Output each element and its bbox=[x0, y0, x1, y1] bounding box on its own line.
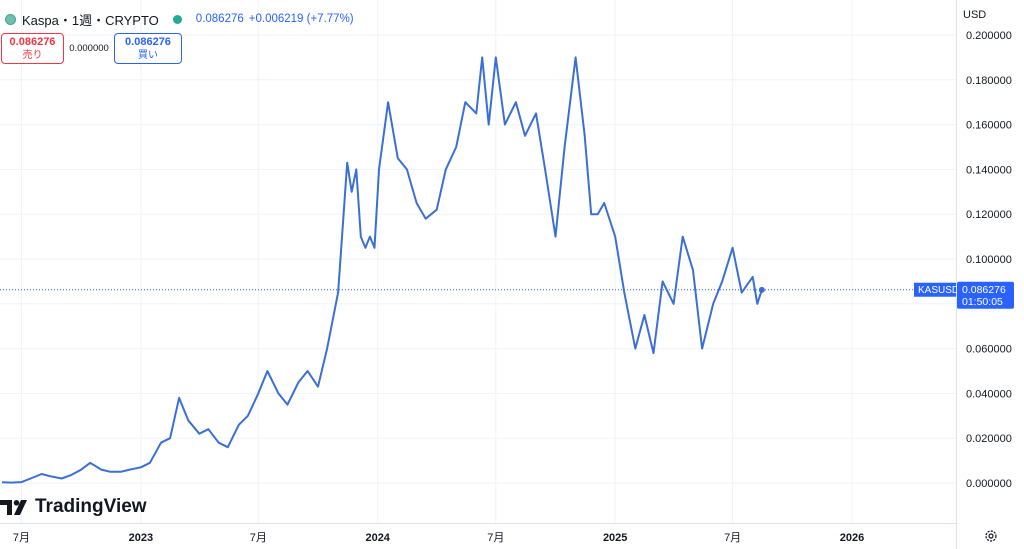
ticker-label-bg bbox=[914, 282, 956, 297]
time-tick-label: 7月 bbox=[13, 532, 30, 544]
time-tick-label: 7月 bbox=[724, 532, 741, 544]
price-tick-label: 0.140000 bbox=[966, 164, 1012, 176]
buy-label: 買い bbox=[138, 50, 158, 61]
currency-selector[interactable]: USD bbox=[963, 9, 987, 21]
chart-grid bbox=[0, 0, 956, 523]
chart-header: Kaspa・1週・CRYPTO 0.086276 +0.006219 (+7.7… bbox=[0, 8, 354, 30]
price-tick-label: 0.000000 bbox=[966, 478, 1012, 490]
time-tick-label: 2026 bbox=[840, 532, 864, 544]
spread-value: 0.000000 bbox=[69, 43, 109, 54]
buy-price: 0.086276 bbox=[125, 36, 171, 48]
gear-icon[interactable] bbox=[984, 529, 998, 543]
price-tick-label: 0.120000 bbox=[966, 209, 1012, 221]
time-axis[interactable]: 7月 2023 7月 2024 7月 2025 7月 2026 bbox=[13, 532, 864, 544]
kaspa-logo-icon bbox=[5, 13, 16, 25]
price-tick-label: 0.020000 bbox=[966, 433, 1012, 445]
price-tick-label: 0.040000 bbox=[966, 388, 1012, 400]
price-tick-label: 0.200000 bbox=[966, 30, 1012, 42]
tradingview-logo[interactable]: TradingView bbox=[0, 496, 147, 518]
time-tick-label: 2025 bbox=[603, 532, 627, 544]
price-line-series bbox=[1, 56, 763, 484]
trade-buttons: 0.086276 売り 0.000000 0.086276 買い bbox=[0, 33, 182, 64]
tradingview-logo-text: TradingView bbox=[35, 496, 147, 517]
price-tick-label: 0.180000 bbox=[966, 75, 1012, 87]
time-tick-label: 2023 bbox=[129, 532, 153, 544]
time-tick-label: 7月 bbox=[250, 532, 267, 544]
sell-price: 0.086276 bbox=[9, 36, 56, 48]
price-tick-label: 0.060000 bbox=[966, 344, 1012, 356]
price-tick-label: 0.160000 bbox=[966, 120, 1012, 132]
ticker-label: KASUSD bbox=[918, 285, 959, 296]
header-price-change: +0.006219 (+7.77%) bbox=[248, 13, 354, 25]
sell-button[interactable]: 0.086276 売り bbox=[1, 33, 64, 64]
header-last-price: 0.086276 bbox=[195, 13, 244, 25]
current-price-label: KASUSD 0.086276 01:50:05 bbox=[914, 281, 1014, 309]
price-axis[interactable]: 0.0000000.0200000.0400000.0600000.080000… bbox=[966, 30, 1012, 490]
time-tick-label: 7月 bbox=[487, 532, 504, 544]
sell-label: 売り bbox=[22, 50, 43, 61]
price-label-bg bbox=[957, 281, 1014, 309]
bar-countdown: 01:50:05 bbox=[962, 296, 1003, 308]
price-label-value: 0.086276 bbox=[962, 284, 1006, 296]
time-tick-label: 2024 bbox=[365, 532, 390, 544]
last-price-dot bbox=[758, 286, 765, 293]
price-tick-label: 0.100000 bbox=[966, 254, 1012, 266]
market-open-dot-icon[interactable] bbox=[172, 14, 182, 24]
buy-button[interactable]: 0.086276 買い bbox=[114, 33, 182, 64]
symbol-title[interactable]: Kaspa・1週・CRYPTO bbox=[22, 12, 159, 28]
tradingview-logo-icon bbox=[0, 499, 27, 515]
